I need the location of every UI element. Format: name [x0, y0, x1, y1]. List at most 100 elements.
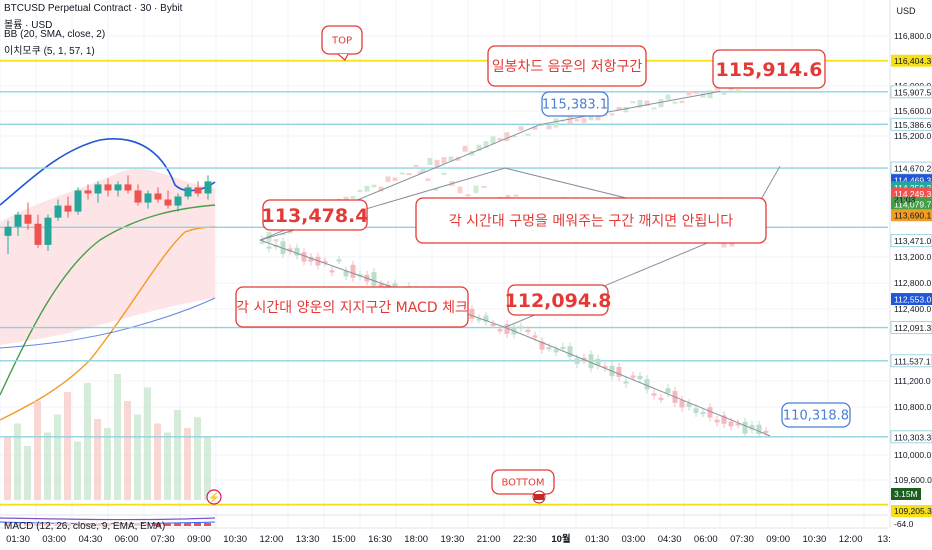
projected-candle	[469, 150, 475, 156]
volume-bar	[74, 441, 81, 500]
projected-candle	[574, 358, 580, 364]
price-tag	[891, 209, 932, 222]
projected-candle	[357, 189, 363, 192]
annotation-112094: 112,094.8	[505, 290, 612, 312]
price-tag	[890, 161, 932, 175]
price-tag-label: 110,303.3	[894, 432, 931, 442]
projected-candle	[693, 408, 699, 413]
volume-bar	[14, 423, 21, 500]
annotation-support: 각 시간대 양운의 지지구간 MACD 체크	[236, 300, 468, 316]
macd-tag	[891, 518, 932, 530]
volume-bar	[24, 446, 31, 500]
annotation-115914: 115,914.6	[716, 59, 823, 81]
candle-body	[164, 199, 172, 206]
projected-candle	[476, 318, 482, 321]
projected-candle	[259, 239, 265, 242]
candle-body	[184, 187, 192, 197]
projected-candle	[434, 159, 440, 167]
projected-candle	[525, 133, 531, 136]
projected-candle	[609, 113, 615, 116]
price-tag-label: 115,386.6	[894, 120, 931, 130]
macd-histogram	[44, 523, 51, 526]
annotation-113478-box	[262, 199, 368, 231]
projected-candle	[441, 157, 447, 164]
x-tick-label: 06:00	[694, 534, 718, 545]
projected-candle	[546, 125, 552, 130]
price-tick-label: 112,800.0	[894, 278, 931, 288]
projected-candle	[602, 366, 608, 369]
projected-candle	[714, 419, 720, 423]
annotation-112094-box	[507, 284, 609, 316]
projected-candle	[343, 270, 349, 277]
projected-candle	[644, 100, 650, 107]
candle-body	[124, 184, 132, 191]
annotation-110318-box	[781, 402, 851, 428]
projected-candle	[364, 185, 370, 192]
projected-candle	[287, 248, 293, 252]
candle-body	[104, 184, 112, 191]
candle-body	[4, 226, 12, 236]
projected-candle	[581, 117, 587, 123]
volume-bar	[4, 437, 11, 500]
projected-candle	[756, 424, 762, 434]
macd-histogram	[184, 523, 191, 526]
x-tick-label: 13:3	[878, 534, 897, 545]
projected-candle	[497, 329, 503, 332]
macd-histogram	[164, 523, 171, 526]
projected-candle	[735, 423, 741, 426]
projected-candle	[637, 99, 643, 108]
projected-candle	[457, 186, 463, 194]
x-tick-label: 10월	[551, 533, 570, 545]
price-tag-label: 112,091.3	[894, 323, 931, 333]
ichimoku-cloud	[0, 168, 215, 345]
projected-candle	[441, 172, 447, 175]
price-tag	[891, 54, 932, 67]
ichimoku-label: 이치모쿠 (5, 1, 57, 1)	[4, 46, 95, 57]
projected-candle	[308, 257, 314, 262]
volume-bar	[104, 428, 111, 500]
projected-candle	[392, 177, 398, 181]
annotation-fill-zone: 각 시간대 구멍을 메워주는 구간 깨지면 안됩니다	[449, 214, 733, 230]
projected-candle	[322, 261, 328, 264]
projected-candle	[504, 324, 510, 334]
volume-bar	[174, 410, 181, 500]
price-tag	[891, 187, 932, 200]
projected-candle	[532, 126, 538, 130]
projected-candle	[728, 421, 734, 427]
macd-line	[0, 517, 216, 521]
volume-bar	[54, 414, 61, 500]
candle-body	[34, 223, 42, 245]
x-tick-label: 19:30	[441, 534, 465, 545]
projected-candle	[763, 430, 769, 433]
macd-histogram	[64, 523, 71, 526]
volume-bar	[144, 387, 151, 500]
x-tick-label: 07:30	[151, 534, 175, 545]
projected-candle	[266, 246, 272, 249]
volume-bar	[154, 423, 161, 500]
projected-candle	[749, 424, 755, 430]
projected-candle	[371, 184, 377, 188]
projected-candle	[483, 141, 489, 148]
projected-candle	[406, 173, 412, 176]
us-flag-icon-stripes	[534, 494, 544, 500]
price-tag-label: 113,690.1	[894, 211, 931, 221]
price-tag	[891, 293, 932, 306]
volume-bar	[204, 437, 211, 500]
projected-candle	[433, 188, 439, 191]
projected-candle	[259, 242, 265, 245]
price-tag-label: 115,907.5	[894, 87, 931, 97]
chart-title: BTCUSD Perpetual Contract · 30 · Bybit	[4, 3, 183, 14]
x-tick-label: 04:30	[79, 534, 103, 545]
projected-candle	[497, 137, 503, 141]
projected-candle	[469, 308, 475, 319]
price-tick-label: 111,200.0	[894, 376, 931, 386]
price-tag-label: 114,469.3	[894, 176, 931, 186]
price-tag	[890, 234, 932, 248]
x-tick-label: 16:30	[368, 534, 392, 545]
projected-candle	[574, 119, 580, 122]
projected-candle	[707, 90, 713, 99]
bb-lower-line	[0, 297, 216, 349]
price-tag	[890, 85, 932, 99]
currency-label: USD	[896, 6, 916, 16]
